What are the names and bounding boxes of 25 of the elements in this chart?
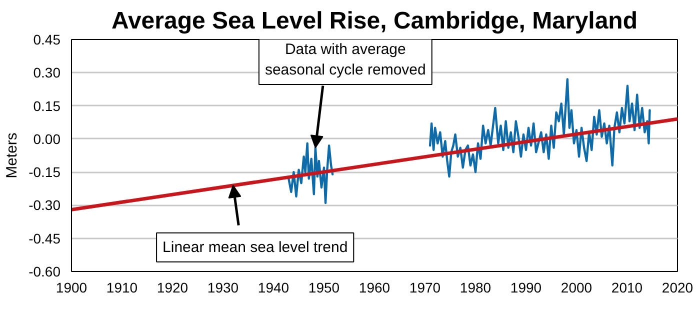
y-axis-title: Meters [4, 132, 21, 178]
x-tick-label: 1970 [409, 280, 441, 296]
annotation: Linear mean sea level trend [162, 238, 348, 256]
y-tick-label: 0.00 [33, 130, 61, 147]
chart-title: Average Sea Level Rise, Cambridge, Maryland [112, 8, 638, 34]
x-tick-label: 1980 [460, 280, 492, 296]
y-tick-label: -0.45 [28, 230, 61, 246]
y-tick-label: 0.15 [33, 98, 61, 114]
y-tick-label: -0.60 [28, 264, 61, 280]
x-tick-label: 1990 [510, 280, 542, 296]
x-tick-label: 1900 [56, 280, 88, 296]
y-tick-label: -0.15 [28, 164, 61, 180]
x-tick-label: 2000 [560, 280, 592, 296]
x-tick-label: 1930 [207, 280, 239, 296]
x-tick-label: 1920 [156, 280, 188, 296]
y-tick-label: 0.45 [33, 32, 61, 48]
annotation: Data with average seasonal cycle removed [264, 41, 426, 78]
x-tick-label: 2020 [662, 280, 694, 296]
x-tick-label: 1960 [358, 280, 390, 296]
x-tick-label: 1940 [258, 280, 290, 296]
y-tick-label: 0.30 [33, 64, 61, 81]
x-tick-label: 2010 [611, 280, 643, 296]
x-tick-label: 1950 [308, 280, 340, 296]
y-tick-label: -0.30 [28, 197, 61, 214]
x-tick-label: 1910 [106, 280, 138, 296]
